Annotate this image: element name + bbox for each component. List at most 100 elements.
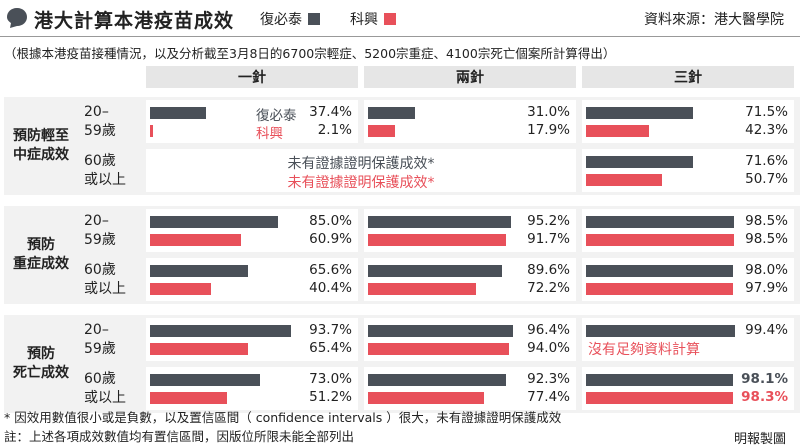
column-header-dose-1: 一針	[146, 66, 358, 88]
bar-biontech	[586, 156, 694, 168]
legend-swatch-biontech	[308, 13, 320, 25]
value-label-biontech: 98.5%	[745, 213, 788, 229]
age-group-label: 60歲或以上	[84, 261, 132, 299]
title-divider	[0, 36, 800, 37]
credit: 明報製圖	[733, 432, 786, 447]
age-group-label-line: 或以上	[84, 390, 126, 406]
value-label-biontech: 98.1%	[741, 371, 788, 387]
bar-sinovac	[586, 392, 734, 404]
value-label-sinovac: 2.1%	[317, 122, 352, 138]
value-label-sinovac: 50.7%	[745, 171, 788, 187]
age-group-label-line: 或以上	[84, 281, 126, 297]
age-group-label-line: 20–	[84, 104, 109, 120]
group-label-line: 死亡成效	[13, 365, 69, 381]
bar-biontech	[368, 107, 415, 119]
bar-sinovac	[368, 283, 477, 295]
value-label-sinovac: 17.9%	[527, 122, 570, 138]
bar-sinovac	[586, 125, 650, 137]
value-label-biontech: 31.0%	[527, 104, 570, 120]
bar-sinovac	[586, 174, 662, 186]
value-label-sinovac: 40.4%	[309, 280, 352, 296]
age-group-label: 60歲或以上	[84, 370, 132, 408]
value-label-biontech: 96.4%	[527, 322, 570, 338]
bar-biontech	[586, 325, 736, 337]
value-label-biontech: 98.0%	[745, 262, 788, 278]
value-label-sinovac: 60.9%	[309, 231, 352, 247]
value-label-sinovac: 98.5%	[745, 231, 788, 247]
bar-biontech	[150, 325, 291, 337]
value-label-biontech: 93.7%	[309, 322, 352, 338]
bar-sinovac	[150, 234, 242, 246]
value-label-biontech: 71.6%	[745, 153, 788, 169]
group-label-line: 重症成效	[13, 256, 69, 272]
bar-biontech	[368, 325, 513, 337]
legend: 復必泰 科興	[260, 9, 396, 29]
age-group-label-line: 20–	[84, 322, 109, 338]
value-label-biontech: 85.0%	[309, 213, 352, 229]
bar-biontech	[586, 107, 694, 119]
bar-sinovac	[150, 392, 227, 404]
bar-biontech	[368, 216, 511, 228]
insufficient-data-note: 沒有足夠資料計算	[588, 342, 700, 358]
inline-name-biontech: 復必泰	[256, 108, 297, 124]
title-bubble-icon	[7, 8, 27, 28]
bar-sinovac	[368, 125, 395, 137]
footnote-note: 註：上述各項成效數值均有置信區間，因版位所限未能全部列出	[4, 429, 355, 444]
value-label-biontech: 89.6%	[527, 262, 570, 278]
value-label-sinovac: 91.7%	[527, 231, 570, 247]
group-label: 預防 死亡成效	[6, 345, 76, 383]
bar-biontech	[368, 374, 507, 386]
value-label-sinovac: 51.2%	[309, 389, 352, 405]
value-label-biontech: 37.4%	[309, 104, 352, 120]
legend-swatch-sinovac	[384, 13, 396, 25]
age-group-label-line: 20–	[84, 213, 109, 229]
group-label: 預防輕至 中症成效	[6, 127, 76, 165]
value-label-biontech: 65.6%	[309, 262, 352, 278]
bar-sinovac	[368, 343, 509, 355]
age-group-label: 20– 59歲	[84, 321, 132, 359]
bar-biontech	[368, 265, 503, 277]
age-group-label-line: 60歲	[84, 153, 116, 169]
bar-biontech	[586, 216, 734, 228]
value-label-sinovac: 42.3%	[745, 122, 788, 138]
legend-label-biontech: 復必泰	[260, 12, 302, 28]
value-label-sinovac: 94.0%	[527, 340, 570, 356]
footnote-asterisk: * 因效用數值很小或是負數，以及置信區間（ confidence interva…	[4, 410, 562, 425]
value-label-sinovac: 72.2%	[527, 280, 570, 296]
age-group-label-line: 59歲	[84, 232, 116, 248]
value-label-biontech: 92.3%	[527, 371, 570, 387]
cell-panel	[146, 149, 576, 192]
group-label-line: 中症成效	[13, 147, 69, 163]
bar-sinovac	[368, 392, 485, 404]
group-label-line: 預防	[27, 237, 55, 253]
bar-sinovac	[368, 234, 506, 246]
group-label-line: 預防	[27, 346, 55, 362]
value-label-biontech: 99.4%	[745, 322, 788, 338]
no-evidence-note-sinovac: 未有證據證明保護成效*	[287, 175, 435, 191]
age-group-label-line: 59歲	[84, 341, 116, 357]
age-group-label-line: 60歲	[84, 371, 116, 387]
bar-biontech	[150, 107, 207, 119]
age-group-label: 20– 59歲	[84, 212, 132, 250]
legend-label-sinovac: 科興	[350, 12, 378, 28]
age-group-label-line: 60歲	[84, 262, 116, 278]
bar-biontech	[586, 374, 734, 386]
age-group-label: 60歲或以上	[84, 152, 132, 190]
bar-biontech	[150, 374, 260, 386]
value-label-sinovac: 97.9%	[745, 280, 788, 296]
bar-biontech	[150, 265, 249, 277]
chart-subtitle: （根據本港疫苗接種情況，以及分析截至3月8日的6700宗輕症、5200宗重症、4…	[4, 46, 616, 61]
value-label-sinovac: 98.3%	[741, 389, 788, 405]
bar-sinovac	[586, 283, 733, 295]
bar-biontech	[586, 265, 733, 277]
bar-sinovac	[586, 234, 734, 246]
value-label-sinovac: 65.4%	[309, 340, 352, 356]
bar-sinovac	[150, 283, 211, 295]
bar-biontech	[150, 216, 278, 228]
column-header-dose-3: 三針	[582, 66, 794, 88]
chart-title: 港大計算本港疫苗成效	[34, 10, 235, 32]
value-label-biontech: 71.5%	[745, 104, 788, 120]
age-group-label-line: 或以上	[84, 172, 126, 188]
value-label-biontech: 95.2%	[527, 213, 570, 229]
bar-sinovac	[150, 125, 154, 137]
